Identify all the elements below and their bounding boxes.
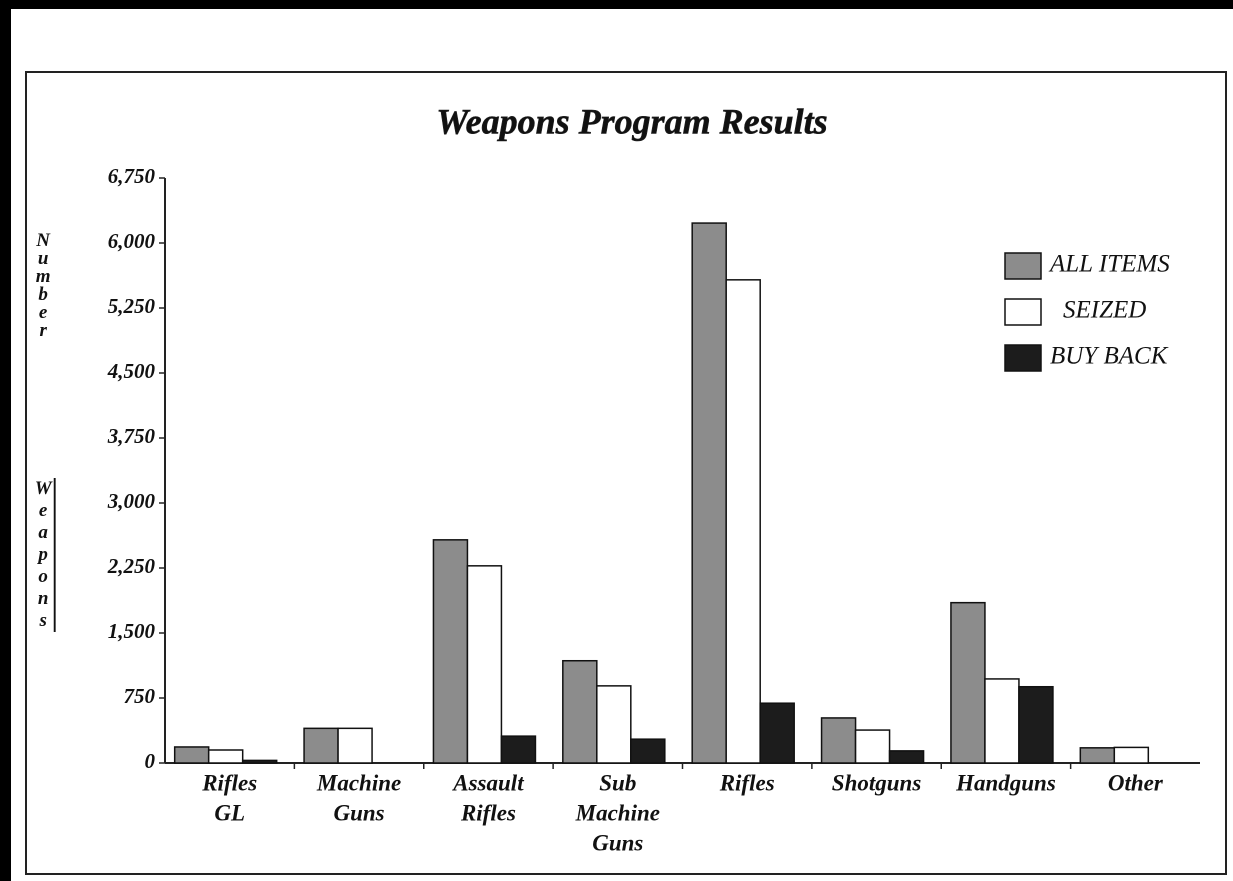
x-tick-label: Shotguns — [832, 770, 922, 795]
bar — [173, 746, 210, 764]
bar — [888, 750, 925, 764]
bar — [1018, 685, 1054, 764]
x-tick-label: Rifles — [460, 800, 516, 825]
bar — [854, 729, 891, 764]
x-tick-label: Guns — [333, 800, 384, 825]
bar — [432, 539, 469, 764]
bar — [337, 727, 373, 764]
bar — [500, 735, 537, 764]
bar — [303, 727, 339, 764]
y-axis-label: Weapons — [33, 478, 54, 632]
x-tick-label: Other — [1108, 770, 1164, 795]
bar — [630, 738, 666, 764]
x-tick-label: Guns — [592, 830, 643, 855]
bar — [1113, 746, 1150, 764]
bar — [241, 759, 278, 764]
y-tick-label: 3,000 — [107, 489, 156, 513]
bar — [466, 565, 503, 764]
top-border — [0, 0, 1233, 9]
y-tick-label: 2,250 — [107, 554, 156, 578]
x-tick-label: Handguns — [955, 770, 1056, 795]
chart-frame — [25, 71, 1227, 875]
y-tick-label: 1,500 — [108, 619, 156, 643]
bar — [759, 702, 795, 764]
left-border — [0, 0, 11, 881]
bar — [984, 678, 1020, 764]
x-tick-label: Rifles — [201, 770, 257, 795]
x-tick-label: Assault — [451, 770, 524, 795]
legend-swatch — [1004, 344, 1042, 372]
bar — [1079, 747, 1116, 764]
x-tick-label: Machine — [575, 800, 660, 825]
y-tick-label: 5,250 — [108, 294, 156, 318]
bar — [207, 749, 244, 764]
legend-swatch — [1004, 252, 1042, 280]
bar — [820, 717, 857, 764]
y-tick-label: 3,750 — [107, 424, 156, 448]
chart-title: Weapons Program Results — [436, 101, 827, 141]
x-tick-label: Sub — [599, 770, 636, 795]
y-tick-label: 750 — [124, 684, 156, 708]
y-axis-label: Number — [33, 230, 54, 338]
x-tick-label: GL — [214, 800, 245, 825]
y-tick-label: 6,000 — [108, 229, 156, 253]
bar — [596, 685, 632, 764]
y-tick-label: 6,750 — [108, 164, 156, 188]
bar — [691, 222, 727, 764]
bar — [725, 279, 761, 764]
bar — [562, 659, 598, 764]
legend-label: ALL ITEMS — [1048, 251, 1170, 278]
legend-label: SEIZED — [1063, 297, 1146, 324]
legend-label: BUY BACK — [1050, 343, 1169, 370]
legend-swatch — [1004, 298, 1042, 326]
x-tick-label: Rifles — [719, 770, 775, 795]
x-tick-label: Machine — [316, 770, 401, 795]
bar — [950, 601, 986, 764]
y-tick-label: 4,500 — [107, 359, 156, 383]
y-tick-label: 0 — [145, 749, 156, 773]
